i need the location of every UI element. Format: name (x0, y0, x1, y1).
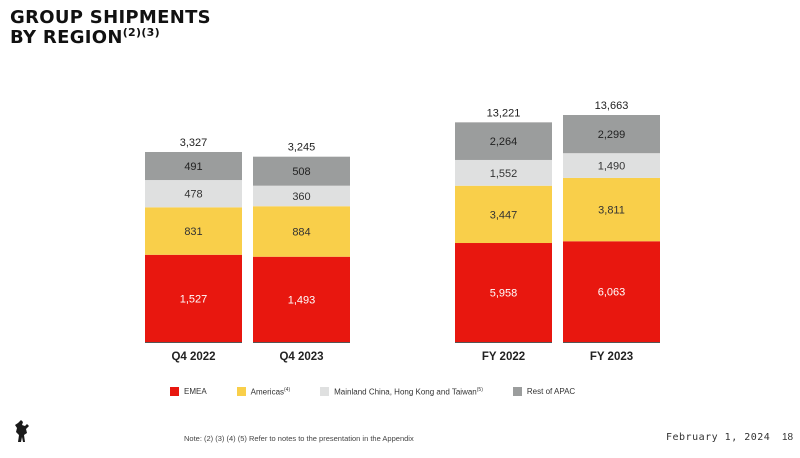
category-label-2: FY 2022 (482, 351, 525, 363)
value-label-americas-3: 3,811 (598, 205, 625, 217)
legend-label-americas: Americas (250, 387, 285, 397)
bar-segment-apac-0 (145, 152, 242, 181)
bar-segment-apac-1 (253, 156, 350, 186)
category-label-0: Q4 2022 (171, 351, 215, 363)
value-label-china-3: 1,490 (598, 161, 626, 173)
title-line-2: BY REGION (10, 27, 123, 48)
value-label-americas-2: 3,447 (490, 209, 518, 221)
bar-segment-americas-2 (455, 185, 552, 244)
bar-segment-emea-0 (145, 254, 242, 342)
legend-swatch-americas (236, 387, 246, 397)
value-label-china-0: 478 (184, 189, 202, 201)
legend-swatch-china (320, 387, 330, 397)
legend-sup-china: (5) (476, 387, 483, 393)
page-title: GROUP SHIPMENTS BY REGION(2)(3) (10, 8, 211, 48)
bar-segment-china-0 (145, 180, 242, 208)
value-label-emea-1: 1,493 (288, 294, 316, 306)
bar-segment-americas-3 (563, 177, 660, 242)
value-label-china-1: 360 (292, 191, 310, 203)
title-line-1: GROUP SHIPMENTS (10, 7, 211, 28)
legend-item-apac: Rest of APAC (512, 387, 576, 397)
prancing-horse-icon (15, 420, 29, 442)
legend-label-apac: Rest of APAC (526, 387, 576, 397)
bar-segment-china-3 (563, 153, 660, 178)
value-label-emea-2: 5,958 (490, 288, 518, 300)
bar-segment-emea-2 (455, 243, 552, 342)
footer-date: February 1, 2024 (666, 432, 771, 443)
value-label-apac-3: 2,299 (598, 129, 626, 141)
bar-segment-americas-0 (145, 207, 242, 255)
value-label-emea-0: 1,527 (180, 293, 208, 305)
footer-note: Note: (2) (3) (4) (5) Refer to notes to … (184, 434, 414, 443)
legend-item-americas: Americas(4) (236, 387, 291, 397)
title-superscript: (2)(3) (122, 26, 160, 39)
bar-segment-apac-3 (563, 115, 660, 154)
value-label-apac-2: 2,264 (490, 136, 518, 148)
bar-segment-apac-2 (455, 122, 552, 160)
category-label-1: Q4 2023 (279, 351, 323, 363)
legend-sup-americas: (4) (284, 387, 291, 393)
legend-swatch-apac (512, 387, 522, 397)
value-label-china-2: 1,552 (490, 168, 518, 180)
total-label-2: 13,221 (487, 107, 521, 119)
value-label-apac-0: 491 (184, 161, 202, 173)
page-number: 18 (782, 432, 794, 443)
value-label-apac-1: 508 (292, 166, 310, 178)
bar-segment-americas-1 (253, 206, 350, 257)
bar-segment-china-1 (253, 185, 350, 207)
bar-segment-emea-3 (563, 241, 660, 342)
total-label-0: 3,327 (180, 137, 208, 149)
legend-label-emea: EMEA (184, 387, 207, 397)
legend-item-emea: EMEA (170, 387, 207, 397)
value-label-emea-3: 6,063 (598, 287, 626, 299)
legend-label-china: Mainland China, Hong Kong and Taiwan (334, 387, 477, 397)
total-label-3: 13,663 (595, 100, 629, 112)
bar-segment-emea-1 (253, 256, 350, 342)
category-label-3: FY 2023 (590, 351, 633, 363)
shipments-chart: 1,527 831 478 491 3,327 Q4 2022 1,493 884 360 508… (145, 100, 660, 363)
value-label-americas-0: 831 (184, 226, 202, 238)
total-label-1: 3,245 (288, 142, 316, 154)
bar-segment-china-2 (455, 159, 552, 186)
chart-legend: EMEA Americas(4) Mainland China, Hong Ko… (170, 387, 605, 397)
legend-item-china: Mainland China, Hong Kong and Taiwan(5) (320, 387, 483, 397)
legend-swatch-emea (170, 387, 179, 397)
value-label-americas-1: 884 (292, 226, 310, 238)
